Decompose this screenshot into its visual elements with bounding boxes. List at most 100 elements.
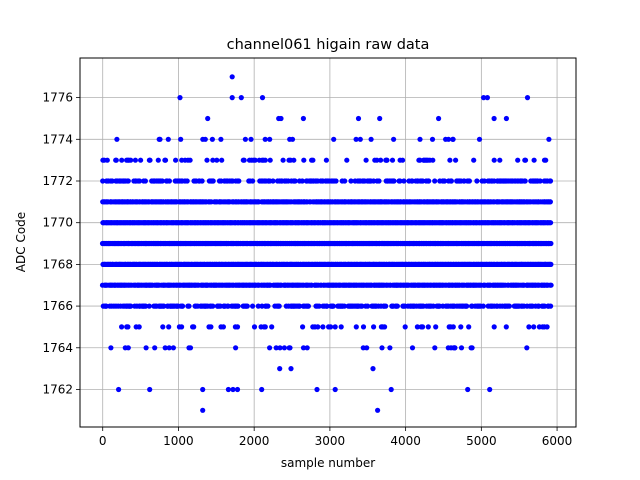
data-point <box>447 157 453 163</box>
data-point <box>277 345 283 351</box>
data-point <box>432 345 438 351</box>
data-point <box>466 178 472 184</box>
data-point <box>481 178 487 184</box>
data-point <box>267 136 273 142</box>
y-tick-label: 1770 <box>42 216 73 230</box>
data-point <box>548 261 554 267</box>
data-point <box>548 240 554 247</box>
data-point <box>531 324 537 330</box>
data-point <box>394 303 400 309</box>
data-point <box>471 157 477 163</box>
x-axis-ticks: 0 1000 2000 3000 4000 5000 6000 <box>99 427 572 448</box>
data-point <box>155 157 161 163</box>
data-point <box>234 324 241 330</box>
data-point <box>503 324 509 330</box>
data-point <box>259 95 266 101</box>
data-point <box>251 324 258 330</box>
data-point <box>262 136 268 142</box>
data-point <box>165 136 171 142</box>
data-point <box>531 157 537 163</box>
data-point <box>229 95 235 101</box>
data-point <box>314 386 320 393</box>
data-point <box>377 115 383 122</box>
data-point <box>374 157 380 163</box>
data-point <box>241 157 247 163</box>
data-point <box>426 178 432 184</box>
data-point <box>333 178 339 184</box>
data-point <box>157 136 163 142</box>
data-point <box>388 386 394 393</box>
data-point <box>330 303 336 309</box>
data-point <box>497 157 503 163</box>
data-point <box>332 324 338 330</box>
data-point <box>205 115 211 122</box>
x-tick-label: 4000 <box>390 434 421 448</box>
y-axis-ticks: 1762 1764 1766 1768 1770 1772 1774 1776 <box>42 91 80 396</box>
data-point <box>250 178 256 184</box>
data-point <box>128 303 134 309</box>
data-point <box>300 115 306 122</box>
data-point <box>184 178 190 184</box>
data-point <box>503 115 509 122</box>
data-point <box>316 303 322 309</box>
data-point <box>108 345 114 351</box>
data-point <box>365 303 371 309</box>
data-point <box>236 178 242 184</box>
data-point <box>233 345 239 351</box>
data-point <box>353 136 359 142</box>
data-points <box>99 74 554 413</box>
data-point <box>548 303 554 309</box>
data-point <box>291 157 297 163</box>
data-point <box>402 324 408 330</box>
data-point <box>328 324 334 330</box>
data-point <box>244 303 250 309</box>
data-point <box>355 115 362 122</box>
data-point <box>469 345 475 351</box>
data-point <box>204 157 210 163</box>
data-point <box>255 303 261 309</box>
data-point <box>128 157 134 163</box>
data-point <box>305 303 311 309</box>
data-point <box>234 386 241 393</box>
data-point <box>162 345 168 351</box>
data-point <box>547 178 554 184</box>
data-point <box>524 345 530 351</box>
data-point <box>280 157 286 163</box>
data-point <box>162 157 169 163</box>
data-point <box>487 386 493 393</box>
data-point <box>301 157 307 163</box>
data-point <box>200 407 206 413</box>
data-point <box>357 136 363 142</box>
data-point <box>278 115 284 122</box>
data-point <box>161 303 167 309</box>
data-point <box>364 345 370 351</box>
data-point <box>300 345 307 351</box>
data-point <box>210 157 216 163</box>
data-point <box>448 178 454 184</box>
data-point <box>315 324 321 330</box>
data-point <box>125 345 131 351</box>
data-point <box>304 345 310 351</box>
data-point <box>235 303 241 309</box>
data-point <box>430 157 436 163</box>
data-point <box>119 157 125 163</box>
x-tick-label: 6000 <box>542 434 573 448</box>
data-point <box>397 178 403 184</box>
data-point <box>143 345 149 351</box>
data-point <box>363 157 369 163</box>
data-point <box>288 366 294 372</box>
data-point <box>218 136 224 142</box>
data-point <box>100 178 106 184</box>
data-point <box>353 324 359 330</box>
data-point <box>109 178 115 184</box>
data-point <box>425 324 431 330</box>
data-point <box>417 157 423 163</box>
data-point <box>265 303 271 309</box>
data-point <box>136 324 142 330</box>
data-point <box>450 324 456 330</box>
data-point <box>375 407 381 413</box>
data-point <box>166 178 172 184</box>
data-point <box>191 324 197 330</box>
data-point <box>147 386 153 393</box>
data-point <box>180 303 186 309</box>
